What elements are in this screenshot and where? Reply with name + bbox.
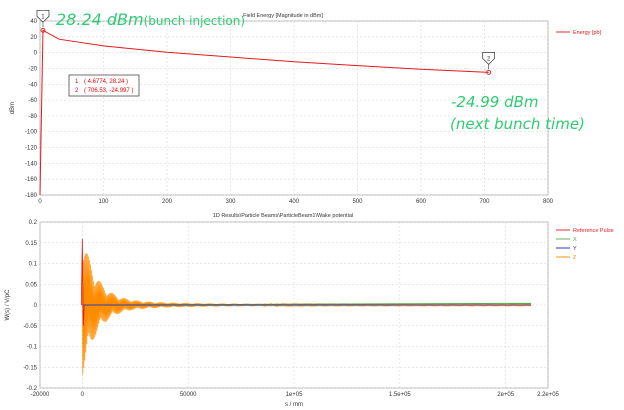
wake-y-tick-label: 0.2 <box>29 220 38 226</box>
marker-coordinate-box <box>68 74 140 97</box>
energy-y-axis-label: dBm <box>10 102 16 114</box>
energy-grid <box>39 20 549 196</box>
energy-chart: Field Energy [Magnitude in dBm] 40200-20… <box>10 9 602 205</box>
next-bunch-value-annotation: -24.99 dBm <box>451 93 539 111</box>
energy-y-tick-label: -40 <box>28 82 37 88</box>
energy-x-tick-label: 800 <box>543 199 554 205</box>
energy-x-tick-label: 0 <box>38 199 42 205</box>
wake-x-tick-label: 2.2e+05 <box>537 392 560 398</box>
wake-y-tick-label: -0.2 <box>27 386 38 392</box>
energy-x-tick-label: 400 <box>289 199 300 205</box>
wake-y-tick-label: -0.1 <box>27 345 38 351</box>
next-bunch-note-annotation: (next bunch time) <box>450 115 585 133</box>
energy-x-tick-label: 700 <box>479 199 490 205</box>
wake-x-ticks: -20000 0 50000 1e+05 1.5e+05 2e+05 2.2e+05 <box>31 392 560 398</box>
energy-y-tick-label: -120 <box>25 146 38 152</box>
wake-y-tick-label: 0.05 <box>25 282 37 288</box>
legend-z-label: Z <box>573 255 577 261</box>
marker-flag-label-2: 2 <box>487 56 491 62</box>
energy-y-tick-label: 40 <box>30 19 37 25</box>
energy-x-tick-label: 100 <box>98 199 109 205</box>
energy-y-tick-label: -80 <box>28 114 37 120</box>
energy-y-tick-label: -100 <box>25 130 38 136</box>
wake-chart-title: 1D Results\Particle Beams\ParticleBeam1\… <box>213 213 353 219</box>
energy-markers: 12 <box>36 9 495 75</box>
wake-legend: Reference Pulse X Y Z <box>556 228 614 261</box>
wake-x-tick-label: 1.5e+05 <box>389 392 412 398</box>
energy-line <box>39 29 489 196</box>
energy-y-tick-label: -140 <box>25 161 38 167</box>
energy-y-tick-label: 20 <box>30 35 37 41</box>
marker-1-coords: ( 4.6774, 28.24 ) <box>84 79 128 85</box>
wake-x-axis-label: s / mm <box>285 402 303 408</box>
wake-x-tick-label: 2e+05 <box>497 392 515 398</box>
wake-y-tick-label: 0 <box>34 303 38 309</box>
energy-x-tick-label: 500 <box>352 199 363 205</box>
marker-1-key: 1 <box>75 79 79 85</box>
energy-x-tick-label: 300 <box>225 199 236 205</box>
marker-flag-1 <box>36 9 50 23</box>
wake-series <box>80 238 532 375</box>
energy-chart-title: Field Energy [Magnitude in dBm] <box>243 13 323 19</box>
energy-y-tick-label: -60 <box>28 98 37 104</box>
wake-grid <box>39 221 549 389</box>
wake-z-line <box>81 253 532 375</box>
legend-x-label: X <box>573 237 577 243</box>
wake-y-tick-label: 0.15 <box>25 241 37 247</box>
marker-point-2 <box>486 69 492 75</box>
energy-y-tick-label: -180 <box>25 193 38 199</box>
wake-y-tick-label: -0.15 <box>23 365 37 371</box>
energy-series <box>39 29 489 196</box>
energy-y-tick-label: -20 <box>28 66 37 72</box>
energy-y-ticks: 40 20 0 -20 -40 -60 -80 -100 -120 -140 -160 -180 <box>25 19 38 199</box>
legend-reference-label: Reference Pulse <box>573 228 614 234</box>
energy-y-tick-label: 0 <box>34 51 38 57</box>
marker-2-coords: ( 706.53, -24.997 ) <box>84 88 133 94</box>
wake-x-tick-label: 1e+05 <box>286 392 304 398</box>
wake-y-tick-label: -0.05 <box>23 324 37 330</box>
energy-y-tick-label: -160 <box>25 177 38 183</box>
energy-x-tick-label: 200 <box>162 199 173 205</box>
legend-energy-label: Energy [pb] <box>573 30 602 36</box>
marker-2-key: 2 <box>75 88 79 94</box>
wake-y-tick-label: 0.1 <box>29 262 38 268</box>
wake-chart: 1D Results\Particle Beams\ParticleBeam1\… <box>5 213 614 408</box>
marker-point-1 <box>40 27 46 33</box>
injection-annotation: 28.24 dBm(bunch injection) <box>56 10 245 29</box>
wake-x-tick-label: 0 <box>81 392 85 398</box>
wake-reference-pulse-line <box>80 238 85 326</box>
wake-x-tick-label: -20000 <box>31 392 50 398</box>
energy-x-ticks: 0 100 200 300 400 500 600 700 800 <box>38 199 553 205</box>
marker-flag-2 <box>482 52 495 65</box>
wake-x-tick-label: 50000 <box>180 392 197 398</box>
legend-y-label: Y <box>573 246 577 252</box>
wake-y-axis-label: W(s) / V/pC <box>5 289 11 321</box>
marker-flag-label-1: 1 <box>41 14 45 20</box>
energy-x-tick-label: 600 <box>416 199 427 205</box>
wake-y-ticks: 0.2 0.15 0.1 0.05 0 -0.05 -0.1 -0.15 -0.2 <box>23 220 37 392</box>
